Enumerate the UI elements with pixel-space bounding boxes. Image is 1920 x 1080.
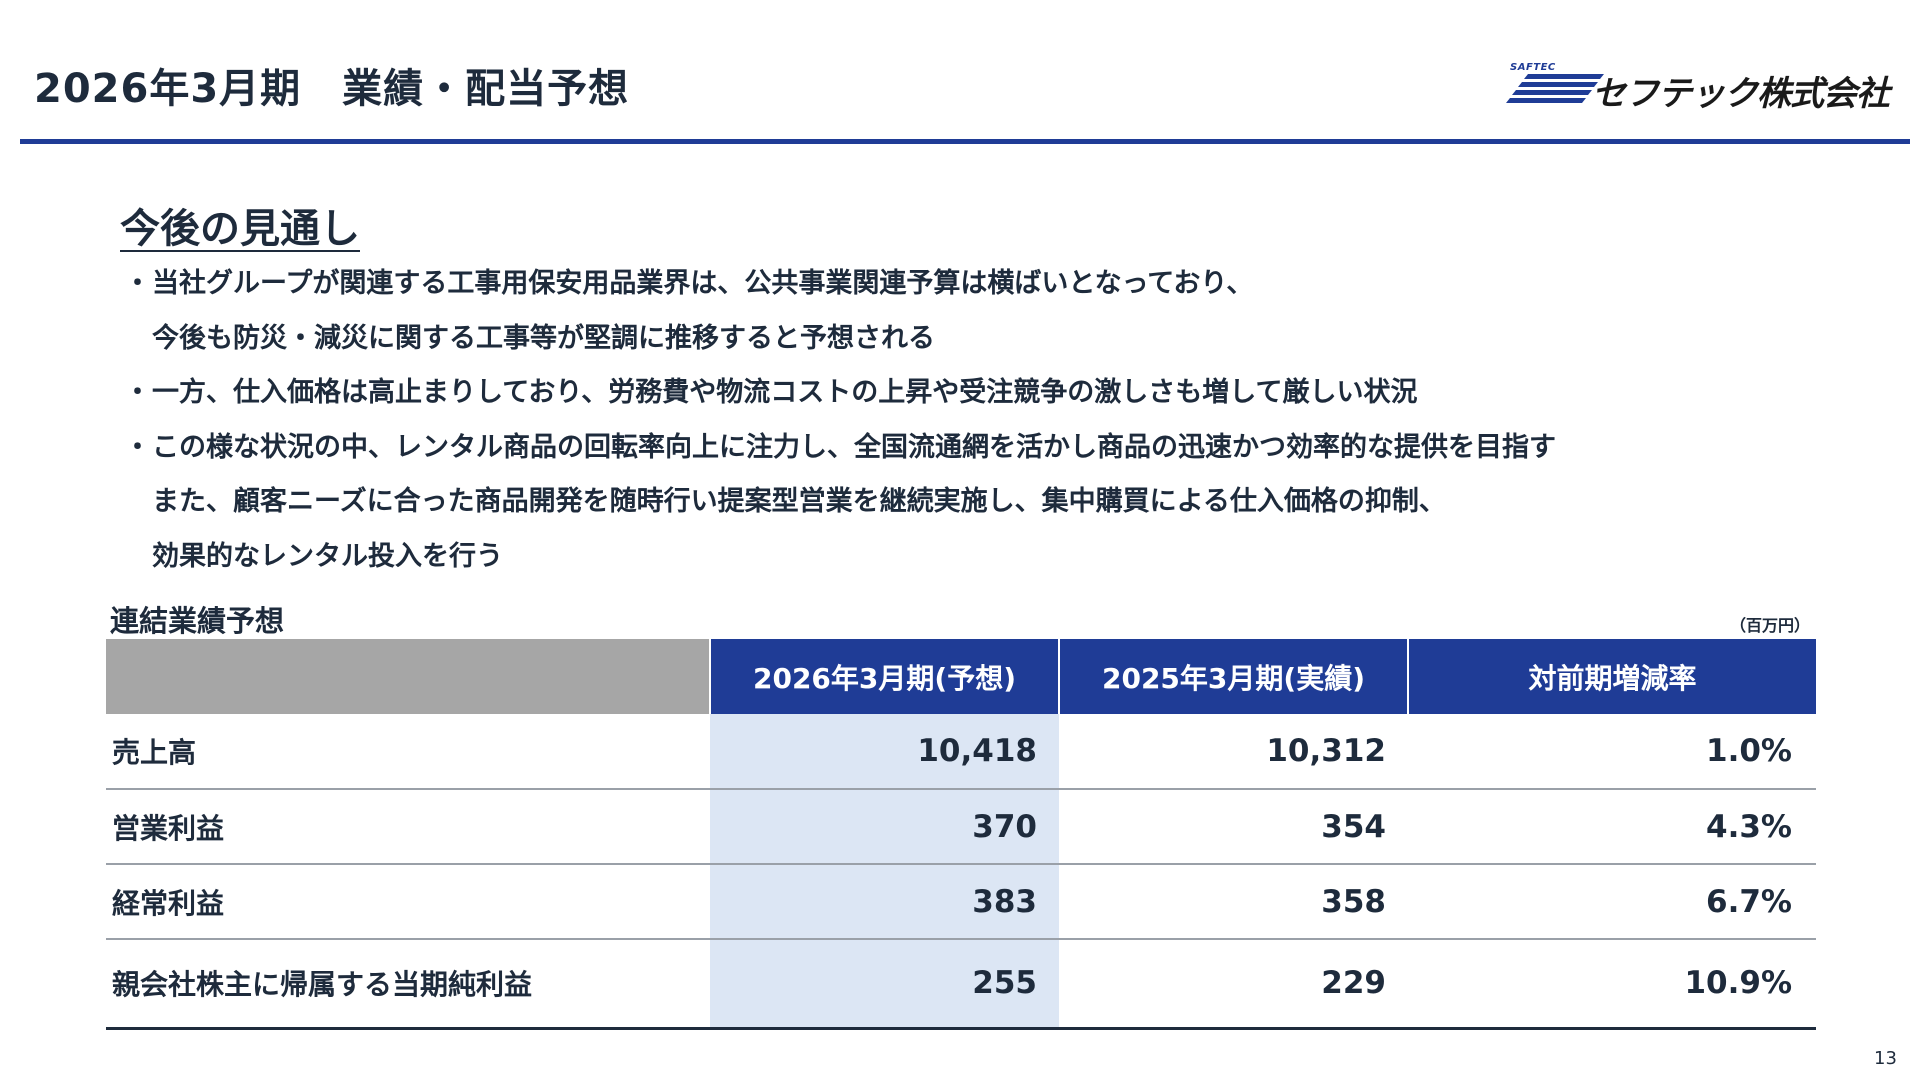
row-label: 売上高	[106, 714, 710, 790]
outlook-line: ・この様な状況の中、レンタル商品の回転率向上に注力し、全国流通網を活かし商品の迅…	[124, 426, 1824, 481]
outlook-line: また、顧客ニーズに合った商品開発を随時行い提案型営業を継続実施し、集中購買による…	[124, 480, 1824, 535]
forecast-value: 255	[710, 939, 1059, 1030]
outlook-line-text: 今後も防災・減災に関する工事等が堅調に推移すると予想される	[152, 322, 935, 354]
unit-label: （百万円）	[1730, 616, 1811, 635]
outlook-line-text: 効果的なレンタル投入を行う	[152, 540, 503, 572]
table-row: 売上高 10,418 10,312 1.0%	[106, 714, 1816, 790]
logo-small-text: SAFTEC	[1510, 62, 1556, 73]
outlook-line: ・当社グループが関連する工事用保安用品業界は、公共事業関連予算は横ばいとなってお…	[124, 262, 1824, 317]
outlook-line: 今後も防災・減災に関する工事等が堅調に推移すると予想される	[124, 317, 1824, 372]
company-logo: SAFTEC セフテック株式会社	[1506, 62, 1906, 114]
change-rate-value: 6.7%	[1408, 864, 1816, 940]
outlook-line-text: この様な状況の中、レンタル商品の回転率向上に注力し、全国流通網を活かし商品の迅速…	[152, 431, 1556, 463]
change-rate-value: 1.0%	[1408, 714, 1816, 790]
bullet-mark: ・	[124, 377, 151, 408]
row-label: 営業利益	[106, 789, 710, 865]
forecast-value: 383	[710, 864, 1059, 940]
header-rule	[20, 139, 1910, 144]
page-title: 2026年3月期 業績・配当予想	[34, 66, 630, 112]
header-change-rate: 対前期増減率	[1407, 639, 1816, 714]
forecast-value: 10,418	[710, 714, 1059, 790]
row-label: 経常利益	[106, 864, 710, 940]
outlook-line-text: また、顧客ニーズに合った商品開発を随時行い提案型営業を継続実施し、集中購買による…	[152, 486, 1446, 517]
outlook-line-text: 当社グループが関連する工事用保安用品業界は、公共事業関連予算は横ばいとなっており…	[152, 268, 1254, 299]
outlook-line-text: 一方、仕入価格は高止まりしており、労務費や物流コストの上昇や受注競争の激しさも増…	[152, 377, 1418, 408]
actual-value: 354	[1059, 789, 1408, 865]
actual-value: 10,312	[1059, 714, 1408, 790]
table-header-row: 2026年3月期(予想) 2025年3月期(実績) 対前期増減率	[106, 639, 1816, 714]
table-row: 親会社株主に帰属する当期純利益 255 229 10.9%	[106, 939, 1816, 1030]
actual-value: 229	[1059, 939, 1408, 1030]
actual-value: 358	[1059, 864, 1408, 940]
forecast-table: 2026年3月期(予想) 2025年3月期(実績) 対前期増減率 売上高 10,…	[106, 639, 1816, 1030]
header-blank-cell	[106, 639, 710, 714]
bullet-mark: ・	[124, 431, 151, 463]
outlook-heading: 今後の見通し	[120, 206, 360, 252]
table-caption: 連結業績予想	[110, 604, 285, 638]
table-row: 経常利益 383 358 6.7%	[106, 864, 1816, 940]
bullet-mark: ・	[124, 268, 151, 299]
logo-company-name: セフテック株式会社	[1592, 74, 1890, 114]
header-actual: 2025年3月期(実績)	[1058, 639, 1408, 714]
saftec-stripes-icon	[1506, 74, 1604, 103]
page-number: 13	[1874, 1048, 1897, 1069]
outlook-line: ・一方、仕入価格は高止まりしており、労務費や物流コストの上昇や受注競争の激しさも…	[124, 371, 1824, 426]
row-label: 親会社株主に帰属する当期純利益	[106, 939, 710, 1030]
outlook-bullets: ・当社グループが関連する工事用保安用品業界は、公共事業関連予算は横ばいとなってお…	[124, 262, 1824, 589]
change-rate-value: 4.3%	[1408, 789, 1816, 865]
change-rate-value: 10.9%	[1408, 939, 1816, 1030]
outlook-line: 効果的なレンタル投入を行う	[124, 535, 1824, 590]
table-row: 営業利益 370 354 4.3%	[106, 789, 1816, 865]
header-forecast: 2026年3月期(予想)	[709, 639, 1059, 714]
forecast-value: 370	[710, 789, 1059, 865]
